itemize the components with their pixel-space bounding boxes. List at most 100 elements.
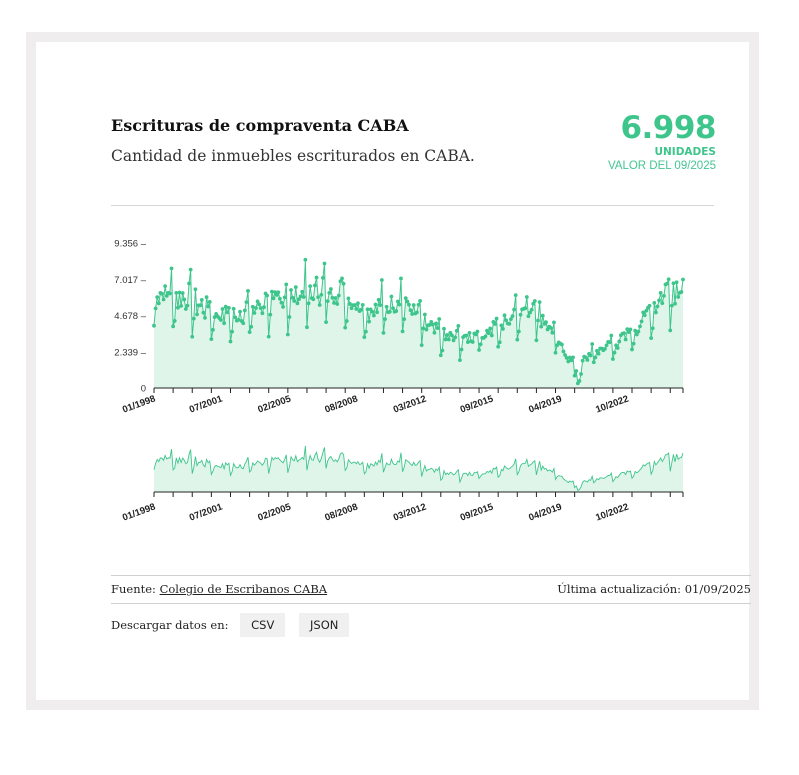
data-point <box>211 327 215 332</box>
data-point <box>360 303 365 307</box>
data-point <box>152 323 156 328</box>
x-tick-label: 04/2019 <box>527 393 563 415</box>
data-point <box>494 316 499 321</box>
data-point <box>427 322 432 327</box>
data-point <box>303 257 308 262</box>
data-point <box>454 328 459 333</box>
data-point <box>528 310 532 315</box>
data-point <box>204 295 209 300</box>
data-point <box>488 326 493 331</box>
data-point <box>356 301 360 306</box>
data-point <box>548 326 553 330</box>
data-point <box>434 321 438 326</box>
data-point <box>201 310 206 315</box>
data-point <box>298 294 303 299</box>
main-chart[interactable]: 9.356 – 7.017 – 4.678 – 2.339 – 001/1998 07/2… <box>114 239 685 416</box>
data-point <box>226 305 231 310</box>
overview-brush-chart[interactable]: 01/1998 07/2001 02/2005 08/2008 03/2012 09/20… <box>121 445 684 524</box>
data-point <box>228 339 233 344</box>
data-point <box>679 290 684 294</box>
y-tick-label: 0 <box>141 384 146 395</box>
data-point <box>164 293 169 298</box>
download-csv-button[interactable]: CSV <box>240 613 286 637</box>
data-point <box>362 335 367 340</box>
x-tick-label: 01/1998 <box>121 393 157 415</box>
data-point <box>470 340 475 344</box>
data-point <box>464 333 469 338</box>
data-point <box>292 299 297 303</box>
data-point <box>321 276 325 280</box>
kpi-value: 6.998 <box>620 110 716 146</box>
data-point <box>402 317 407 322</box>
data-point <box>238 309 242 314</box>
data-point <box>673 301 677 306</box>
data-point <box>537 300 542 305</box>
data-point <box>641 310 646 315</box>
data-point <box>630 347 634 352</box>
data-point <box>650 326 655 331</box>
y-tick-label: 7.017 – <box>114 275 146 286</box>
overview-line <box>153 445 684 491</box>
data-point <box>513 293 518 298</box>
data-point <box>319 292 324 297</box>
data-point <box>539 324 544 329</box>
data-point <box>585 358 590 362</box>
data-point <box>571 355 575 360</box>
data-point <box>359 307 364 312</box>
footer-divider-bottom <box>111 603 751 604</box>
data-point <box>379 278 384 282</box>
overview-x-tick-label: 03/2012 <box>392 501 428 523</box>
data-point <box>249 324 254 329</box>
data-point <box>257 302 262 307</box>
data-point <box>633 328 638 333</box>
data-point <box>336 293 341 298</box>
download-json-button[interactable]: JSON <box>299 613 350 637</box>
data-point <box>378 303 383 308</box>
data-point <box>407 302 411 307</box>
data-point <box>493 322 497 326</box>
data-point <box>639 319 644 324</box>
data-point <box>669 303 674 308</box>
data-point <box>262 305 266 310</box>
data-point <box>344 319 349 323</box>
data-point <box>247 330 252 335</box>
data-point <box>341 281 346 286</box>
data-point <box>330 295 335 300</box>
data-point <box>410 312 415 316</box>
data-point <box>349 306 354 311</box>
data-point <box>607 340 612 345</box>
source-line: Fuente: Colegio de Escribanos CABA <box>111 582 327 596</box>
data-point <box>564 355 569 360</box>
data-point <box>411 303 416 307</box>
data-point <box>415 310 419 315</box>
data-point <box>397 302 402 307</box>
data-point <box>445 333 450 337</box>
data-point <box>507 322 512 326</box>
data-point <box>276 290 281 295</box>
chart-title: Escrituras de compraventa CABA <box>111 116 409 135</box>
data-point <box>300 289 305 294</box>
data-point <box>332 301 336 305</box>
data-point <box>473 332 478 337</box>
data-point <box>242 308 247 313</box>
data-point <box>352 303 357 307</box>
data-point <box>626 330 631 335</box>
data-point <box>222 321 227 326</box>
overview-x-tick-label: 10/2022 <box>594 501 630 523</box>
data-point <box>338 279 343 284</box>
data-point <box>198 303 203 308</box>
data-point <box>654 310 658 315</box>
data-point <box>665 281 669 286</box>
data-point <box>367 319 372 324</box>
data-point <box>324 320 328 324</box>
data-point <box>671 281 676 286</box>
data-point <box>335 302 340 306</box>
data-point <box>660 301 665 306</box>
source-link[interactable]: Colegio de Escribanos CABA <box>159 582 328 596</box>
overview-x-tick-label: 04/2019 <box>527 501 563 523</box>
data-point <box>160 291 164 296</box>
data-point <box>545 327 550 332</box>
data-point <box>328 287 333 291</box>
data-point <box>399 276 403 281</box>
